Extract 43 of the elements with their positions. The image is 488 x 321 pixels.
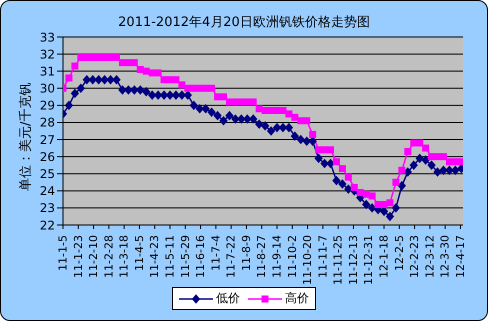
x-tick-label: 11-4-5	[132, 235, 146, 271]
y-tick-label: 22	[40, 218, 55, 232]
y-tick-label: 24	[40, 184, 55, 198]
x-tick-label: 11-8-27	[255, 235, 268, 278]
x-tick-label: 11-12-31	[362, 235, 376, 285]
x-tick-label: 11-7-4	[209, 235, 222, 271]
chart-title: 2011-2012年4月20日欧洲钒铁价格走势图	[117, 14, 371, 31]
y-tick-label: 29	[40, 98, 55, 113]
y-tick-label: 30	[40, 82, 55, 96]
x-tick-label: 12-4-17	[454, 235, 467, 278]
x-tick-label: 11-2-28	[102, 235, 116, 278]
x-tick-label: 11-11-7	[316, 235, 330, 278]
x-tick-label: 11-1-5	[56, 235, 70, 271]
y-tick-label: 33	[40, 30, 55, 44]
x-tick-label: 11-10-2	[286, 235, 299, 278]
x-tick-label: 12-2-5	[392, 235, 406, 271]
x-tick-label: 12-3-30	[438, 235, 452, 278]
x-tick-label: 11-9-14	[270, 235, 284, 278]
x-tick-label: 11-5-29	[178, 235, 192, 278]
x-tick-label: 11-11-25	[332, 235, 345, 285]
y-tick-label: 23	[40, 201, 55, 216]
x-tick-label: 11-10-20	[301, 235, 314, 285]
x-tick-label: 11-4-23	[148, 235, 162, 278]
y-axis-title: 单位：美元/千克钒	[18, 82, 34, 191]
legend-label: 低价	[215, 290, 240, 307]
x-tick-label: 12-2-23	[408, 235, 422, 278]
x-tick-label: 11-8-9	[240, 235, 253, 271]
y-tick-label: 31	[40, 64, 55, 78]
x-tick-label: 11-7-22	[224, 235, 238, 278]
y-tick-label: 25	[40, 166, 55, 181]
x-tick-label: 11-2-10	[87, 235, 100, 278]
y-tick-label: 27	[40, 132, 55, 147]
x-tick-label: 11-1-23	[72, 235, 85, 278]
x-tick-label: 11-5-11	[164, 235, 177, 278]
y-tick-label: 26	[40, 150, 55, 164]
x-tick-label: 12-3-12	[423, 235, 436, 278]
x-tick-label: 11-12-13	[346, 235, 360, 285]
x-tick-label: 12-1-18	[378, 235, 391, 278]
y-tick-label: 28	[40, 116, 55, 130]
x-tick-label: 11-3-18	[118, 235, 131, 278]
x-tick-label: 11-6-16	[194, 235, 208, 278]
legend-label: 高价	[284, 290, 309, 307]
y-tick-label: 32	[40, 47, 55, 62]
